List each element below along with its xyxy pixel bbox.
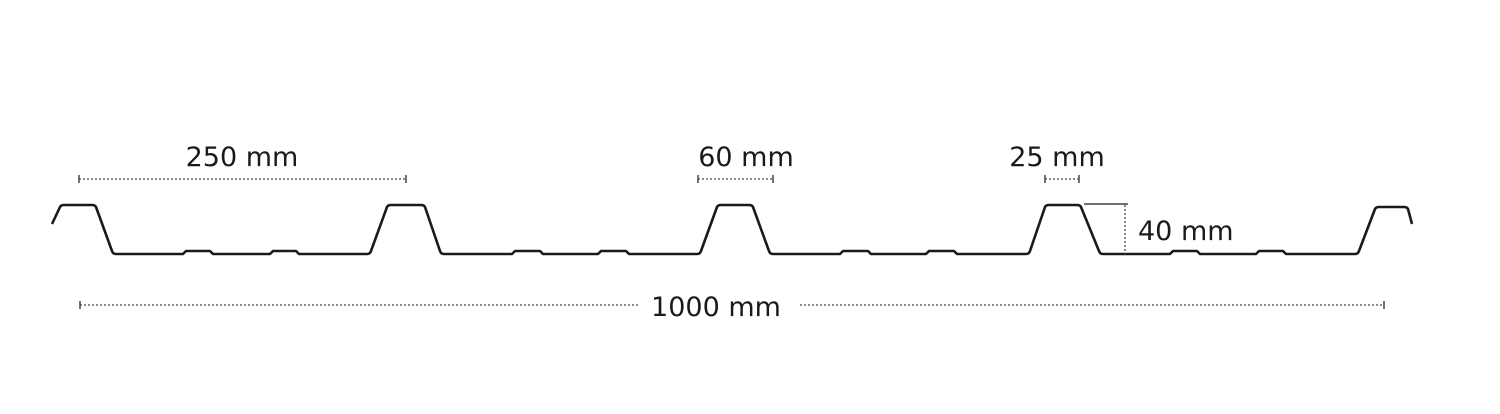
pitch-dimension: 250 mm [78, 142, 407, 183]
rib-top-label: 60 mm [698, 142, 794, 173]
rib-height-label: 40 mm [1138, 216, 1234, 247]
rib-height-dimension: 40 mm [1084, 203, 1234, 254]
rib-crest-label: 25 mm [1009, 142, 1105, 173]
rib-crest-dimension: 25 mm [1009, 142, 1105, 183]
pitch-label: 250 mm [186, 142, 299, 173]
cover-width-label: 1000 mm [651, 292, 781, 323]
rib-top-dimension: 60 mm [697, 142, 794, 183]
cover-width-dimension: 1000 mm [79, 292, 1385, 323]
sheet-profile [50, 203, 1414, 256]
